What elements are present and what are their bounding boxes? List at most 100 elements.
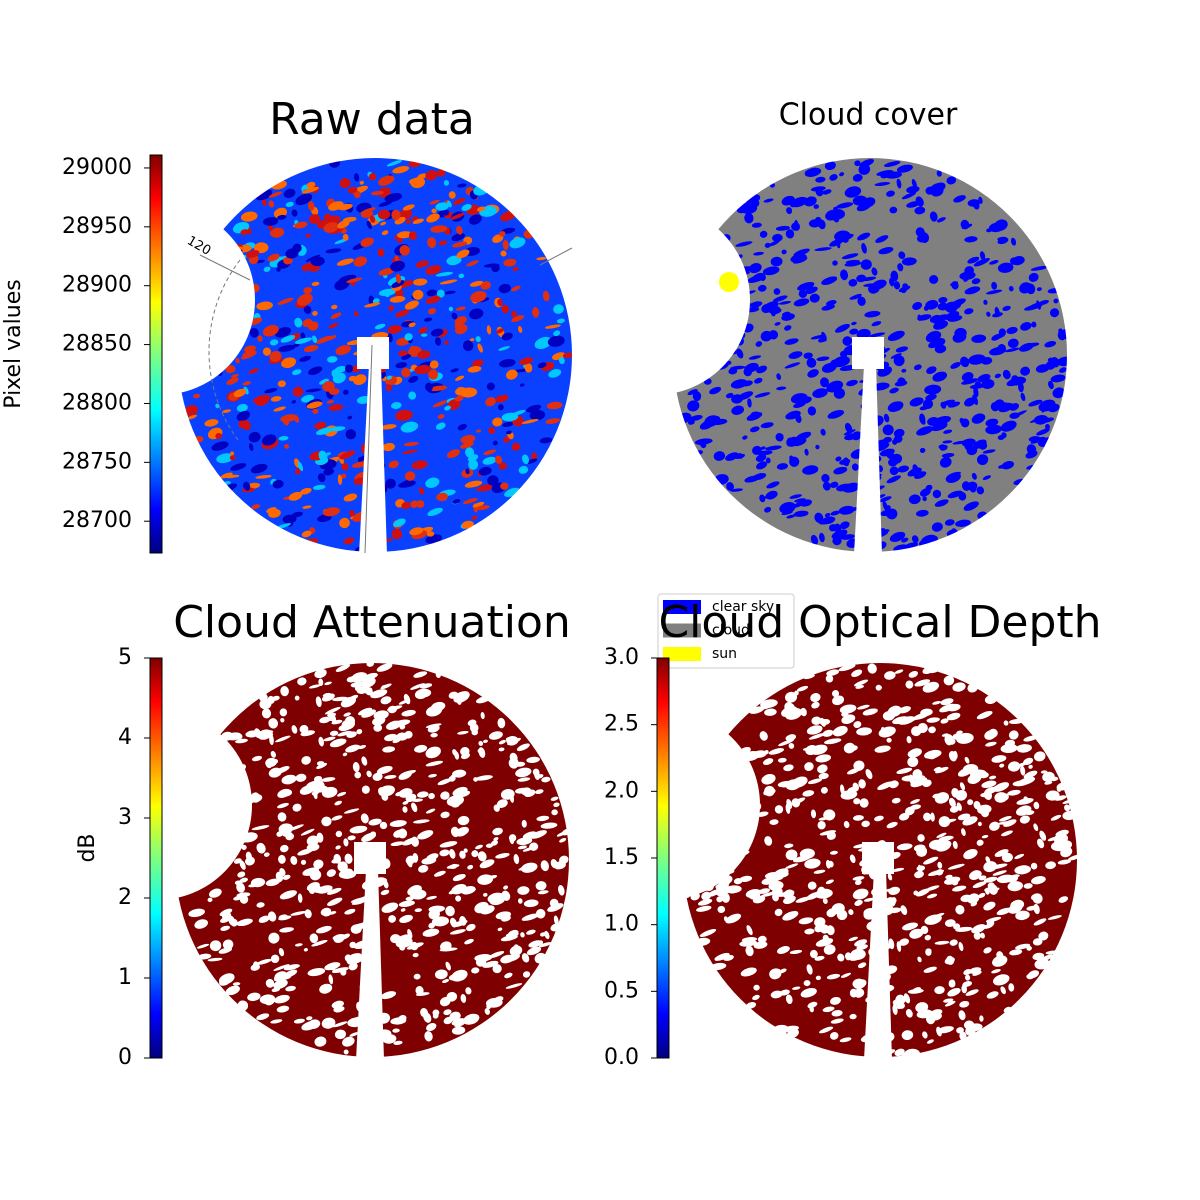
sky-texture xyxy=(745,945,754,957)
sky-texture xyxy=(979,1015,984,1022)
sky-texture xyxy=(808,733,826,740)
sky-texture xyxy=(764,242,771,248)
sky-texture xyxy=(348,375,357,382)
colorbar-tick-label: 1.0 xyxy=(604,912,639,937)
sky-texture xyxy=(425,746,441,759)
sky-texture xyxy=(445,961,451,971)
sky-texture xyxy=(408,391,417,400)
sky-texture xyxy=(781,195,795,206)
sky-texture xyxy=(807,1001,818,1009)
sky-texture xyxy=(442,979,450,984)
sky-texture xyxy=(279,927,294,933)
sky-texture xyxy=(961,378,979,385)
sky-texture xyxy=(943,675,955,686)
sky-texture xyxy=(457,183,467,188)
sky-texture xyxy=(973,386,979,398)
sky-texture xyxy=(871,267,878,276)
sky-texture xyxy=(526,946,542,956)
sky-texture xyxy=(844,422,853,434)
sky-texture xyxy=(983,299,988,305)
sky-texture xyxy=(202,276,221,284)
sky-texture xyxy=(324,962,341,971)
sky-texture xyxy=(240,832,258,843)
sky-texture xyxy=(393,829,405,838)
sky-texture xyxy=(804,448,809,456)
sky-texture xyxy=(946,176,957,185)
sky-texture xyxy=(928,869,945,877)
sky-texture xyxy=(887,330,905,342)
sky-texture xyxy=(446,991,458,1002)
sky-texture xyxy=(300,332,306,340)
sky-texture xyxy=(328,322,339,329)
sky-texture xyxy=(911,178,917,189)
sky-texture xyxy=(784,325,792,331)
sky-texture xyxy=(495,455,503,464)
sky-texture xyxy=(306,843,320,852)
sky-texture xyxy=(887,401,904,412)
sky-texture xyxy=(482,456,497,465)
sky-texture xyxy=(242,381,252,386)
sky-texture xyxy=(408,159,422,168)
sky-texture xyxy=(226,791,244,803)
sky-texture xyxy=(303,345,319,353)
sky-texture xyxy=(756,811,769,817)
sky-texture xyxy=(207,897,213,903)
sky-texture xyxy=(737,254,743,259)
sky-texture xyxy=(1023,883,1033,889)
sky-texture xyxy=(537,362,547,369)
sky-texture xyxy=(283,188,296,199)
sky-texture xyxy=(256,958,272,965)
sky-texture xyxy=(236,882,245,893)
sky-texture xyxy=(249,327,259,338)
sky-texture xyxy=(435,202,449,211)
sky-texture xyxy=(294,943,303,947)
sky-texture xyxy=(807,369,819,378)
sky-texture xyxy=(942,440,953,444)
sky-texture xyxy=(359,860,371,868)
sky-texture xyxy=(987,882,995,889)
sky-texture xyxy=(381,342,387,351)
sky-texture xyxy=(457,730,469,735)
sky-texture xyxy=(806,357,817,368)
sky-texture xyxy=(179,794,192,803)
sky-texture xyxy=(314,421,327,430)
sky-texture xyxy=(253,242,269,254)
sky-texture xyxy=(796,685,809,692)
sky-texture xyxy=(431,208,437,214)
sky-texture xyxy=(741,937,758,943)
sky-texture xyxy=(868,948,876,957)
sky-texture xyxy=(854,160,861,167)
sky-texture xyxy=(497,717,506,729)
sky-texture xyxy=(715,800,729,808)
sky-texture xyxy=(731,394,743,404)
sky-texture xyxy=(863,897,874,902)
sky-texture xyxy=(521,953,530,963)
sky-texture xyxy=(282,416,290,426)
sky-texture xyxy=(1058,896,1069,903)
sky-texture xyxy=(334,1029,347,1040)
sky-texture xyxy=(206,818,219,825)
sky-texture xyxy=(934,499,949,507)
sky-texture xyxy=(896,164,913,173)
sky-texture xyxy=(404,471,416,481)
sky-texture xyxy=(432,400,448,408)
sky-texture xyxy=(453,197,466,205)
sky-texture xyxy=(839,521,850,530)
sky-texture xyxy=(765,457,771,464)
colorbar-tick-label: 28700 xyxy=(62,508,132,533)
sky-texture xyxy=(857,704,870,710)
sky-texture xyxy=(456,249,470,259)
sky-texture xyxy=(856,944,868,950)
sky-texture xyxy=(361,444,368,454)
sky-texture xyxy=(316,762,328,770)
sky-texture xyxy=(679,861,692,873)
sky-texture xyxy=(1036,428,1050,436)
sky-texture xyxy=(513,854,520,865)
sky-texture xyxy=(867,663,877,674)
sky-texture xyxy=(449,849,456,859)
sky-texture xyxy=(784,701,794,713)
sky-texture xyxy=(415,985,424,996)
sky-texture xyxy=(997,262,1014,273)
sky-texture xyxy=(193,393,201,399)
sky-texture xyxy=(1014,853,1025,860)
